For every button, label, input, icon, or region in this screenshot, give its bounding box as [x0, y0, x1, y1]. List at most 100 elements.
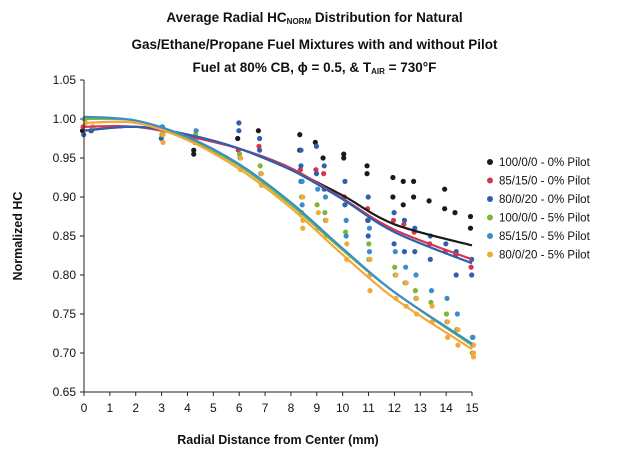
data-point: [392, 249, 398, 255]
data-point: [455, 327, 461, 333]
data-point: [257, 163, 263, 169]
data-point: [343, 233, 349, 239]
data-point: [413, 272, 419, 278]
data-point: [365, 233, 371, 239]
x-tick-label: 3: [158, 401, 165, 415]
data-point: [365, 217, 371, 223]
data-point: [427, 256, 433, 262]
legend-label: 80/0/20 - 0% Pilot: [499, 194, 591, 206]
data-point: [455, 342, 461, 348]
data-point: [297, 132, 303, 138]
y-axis-title: Normalized HC: [11, 192, 25, 281]
chart-title-line-3: Fuel at 80% CB, ϕ = 0.5, & TAIR = 730°F: [0, 56, 629, 83]
legend: 100/0/0 - 0% Pilot 85/15/0 - 0% Pilot 80/0…: [487, 157, 591, 262]
data-point: [341, 151, 347, 157]
data-point: [401, 249, 408, 255]
title-line1-post: Distribution for Natural: [311, 10, 463, 25]
data-point: [300, 225, 306, 231]
x-tick-label: 12: [388, 401, 402, 415]
legend-label: 80/0/20 - 5% Pilot: [499, 250, 591, 262]
data-point: [298, 147, 304, 153]
chart-title: Average Radial HCNORM Distribution for N…: [0, 6, 629, 83]
data-point: [342, 229, 349, 235]
y-tick-label: 1.00: [53, 112, 77, 126]
data-point: [191, 151, 197, 157]
x-axis-title: Radial Distance from Center (mm): [177, 433, 378, 447]
data-point: [412, 249, 418, 255]
legend-marker: [487, 233, 493, 239]
data-point: [320, 155, 326, 161]
data-point: [445, 334, 451, 340]
data-point: [391, 210, 397, 216]
legend-marker: [487, 196, 493, 202]
trend-line: [83, 120, 473, 351]
data-point: [403, 280, 409, 286]
data-point: [315, 210, 321, 216]
title-line1-sub: NORM: [286, 17, 312, 26]
data-point: [235, 135, 241, 142]
data-point: [410, 194, 417, 200]
data-point: [256, 147, 263, 153]
data-point: [315, 186, 321, 192]
data-point: [442, 186, 448, 192]
x-tick-label: 5: [210, 401, 217, 415]
legend-marker: [487, 251, 493, 258]
data-point: [321, 171, 327, 177]
data-point: [470, 354, 477, 360]
data-point: [403, 264, 409, 270]
data-point: [429, 303, 435, 309]
data-point: [297, 167, 303, 173]
data-point: [443, 241, 449, 247]
data-point: [453, 272, 459, 278]
data-point: [341, 155, 347, 161]
y-tick-label: 0.75: [53, 307, 77, 321]
data-point: [390, 174, 396, 181]
data-point: [323, 217, 329, 223]
data-point: [312, 139, 318, 145]
trend-line: [83, 115, 473, 345]
data-point: [298, 163, 304, 169]
data-point: [366, 241, 372, 247]
data-point: [364, 171, 370, 177]
legend-label: 100/0/0 - 0% Pilot: [499, 157, 591, 169]
x-tick-label: 2: [132, 401, 139, 415]
y-tick-label: 0.80: [53, 268, 77, 282]
data-point: [313, 167, 319, 173]
data-point: [454, 311, 460, 317]
y-tick-label: 0.65: [53, 385, 77, 399]
title-line3-post: = 730°F: [384, 60, 437, 75]
trend-line: [83, 125, 473, 265]
chart-title-line-2: Gas/Ethane/Propane Fuel Mixtures with an…: [131, 37, 498, 52]
data-point: [390, 194, 396, 200]
data-point: [158, 135, 164, 142]
data-point: [445, 319, 451, 325]
data-point: [470, 342, 477, 348]
data-point: [400, 202, 406, 208]
data-point: [412, 288, 418, 294]
data-point: [300, 194, 306, 200]
data-point: [452, 210, 458, 216]
data-point: [299, 202, 305, 208]
data-point: [469, 272, 475, 278]
data-point: [160, 139, 166, 145]
data-point: [299, 178, 305, 184]
data-point: [390, 217, 397, 223]
x-tick-label: 9: [313, 401, 320, 415]
x-tick-label: 6: [236, 401, 243, 415]
data-point: [442, 206, 448, 212]
data-point: [313, 143, 320, 149]
y-tick-label: 0.85: [53, 229, 77, 243]
data-point: [470, 334, 476, 340]
data-point: [428, 288, 435, 294]
data-point: [342, 202, 348, 208]
data-point: [468, 264, 474, 270]
legend-marker: [487, 214, 493, 221]
data-point: [191, 147, 197, 153]
x-tick-label: 8: [288, 401, 295, 415]
data-point: [314, 202, 320, 208]
legend-label: 85/15/0 - 0% Pilot: [499, 176, 591, 188]
data-point: [443, 311, 450, 317]
data-point: [392, 264, 398, 270]
data-point: [367, 256, 373, 262]
x-tick-label: 15: [465, 401, 479, 415]
